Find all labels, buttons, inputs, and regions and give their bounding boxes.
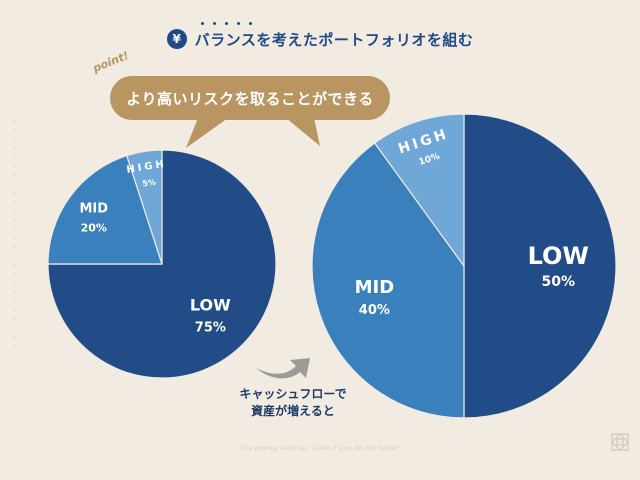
page-header: ¥ バランスを考えたポートフォリオを組む xyxy=(0,21,640,54)
pie-slice-high xyxy=(126,150,163,265)
footer: The money seminar "Lose if you do not kn… xyxy=(0,445,640,452)
pie-label-name: MID xyxy=(355,277,395,298)
pie-label-low: LOW 50% xyxy=(528,242,589,290)
grid-logo-icon xyxy=(611,433,629,451)
footer-quote: "Lose if you do not know" xyxy=(310,445,401,452)
yen-glyph: ¥ xyxy=(172,32,181,46)
callout-tail-left xyxy=(186,118,228,148)
callout-text: より高いリスクを取ることができる xyxy=(126,89,374,108)
emphasis-dots xyxy=(200,21,252,25)
caption-line-1: キャッシュフローで xyxy=(239,387,347,401)
pie-slice-mid xyxy=(48,154,163,265)
pie-label-value: 40% xyxy=(359,303,390,318)
pie-label-value: 50% xyxy=(541,274,575,290)
pie-label-name: MID xyxy=(79,201,108,216)
pie-label-mid: MID 40% xyxy=(355,277,395,318)
pie-label-value: 75% xyxy=(195,320,226,335)
footer-prefix: The money seminar xyxy=(239,445,309,452)
pie-label-low: LOW 75% xyxy=(190,295,231,335)
pie-label-value: 5% xyxy=(142,178,157,189)
decorative-side-dots xyxy=(14,120,16,350)
pie-slice-high xyxy=(373,114,465,268)
callout-tail-right xyxy=(286,118,320,146)
pie-slice-mid xyxy=(312,142,465,418)
pie-label-name: LOW xyxy=(190,295,231,314)
page-title-text: バランスを考えたポートフォリオを組む xyxy=(194,30,474,49)
caption-line-2: 資産が増えると xyxy=(251,404,335,418)
pie-slice-low xyxy=(48,150,276,378)
pie-label-name: LOW xyxy=(528,242,589,270)
pie-slice-low xyxy=(463,114,616,418)
transition-caption: キャッシュフローで 資産が増えると xyxy=(218,386,368,420)
transition-arrow-icon xyxy=(256,358,310,379)
callout-bubble xyxy=(110,76,390,120)
pie-label-value: 20% xyxy=(81,221,107,234)
yen-icon: ¥ xyxy=(166,29,187,49)
page-title: バランスを考えたポートフォリオを組む xyxy=(194,21,474,50)
pie-label-mid: MID 20% xyxy=(79,201,108,234)
